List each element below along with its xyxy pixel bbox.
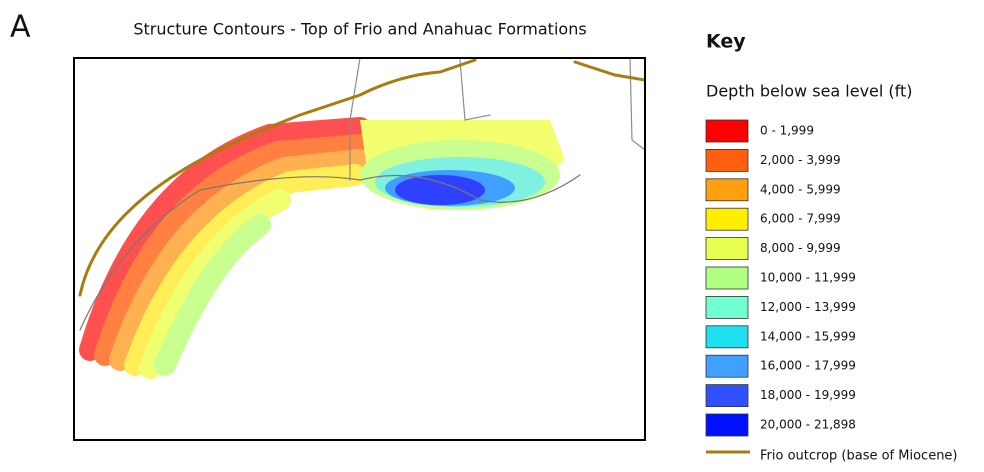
legend-label: 18,000 - 19,999 (760, 388, 856, 402)
legend-swatch (705, 148, 749, 172)
legend-label: 14,000 - 15,999 (760, 329, 856, 343)
legend-swatch (705, 237, 749, 261)
legend-swatch (705, 413, 749, 437)
map (73, 57, 646, 441)
legend-swatch (705, 178, 749, 202)
legend: 0 - 1,999 2,000 - 3,999 4,000 - 5,999 6,000… (705, 119, 958, 464)
legend-label: 0 - 1,999 (760, 124, 814, 138)
legend-label: 10,000 - 11,999 (760, 271, 856, 285)
legend-swatch (705, 354, 749, 378)
legend-swatch (705, 325, 749, 349)
legend-swatch (705, 295, 749, 319)
legend-label: 12,000 - 13,999 (760, 300, 856, 314)
legend-label: 20,000 - 21,898 (760, 418, 856, 432)
key-heading: Key (706, 31, 746, 53)
legend-label: 2,000 - 3,999 (760, 153, 841, 167)
legend-swatch (705, 207, 749, 231)
legend-label: 4,000 - 5,999 (760, 182, 841, 196)
legend-swatch (705, 266, 749, 290)
legend-label: 16,000 - 17,999 (760, 359, 856, 373)
legend-label: 8,000 - 9,999 (760, 241, 841, 255)
map-title: Structure Contours - Top of Frio and Ana… (133, 20, 586, 39)
legend-swatch (705, 384, 749, 408)
outcrop-label: Frio outcrop (base of Miocene) (760, 449, 958, 464)
legend-label: 6,000 - 7,999 (760, 212, 841, 226)
key-subheading: Depth below sea level (ft) (706, 82, 913, 101)
legend-swatch (705, 119, 749, 143)
panel-label: A (10, 10, 31, 45)
